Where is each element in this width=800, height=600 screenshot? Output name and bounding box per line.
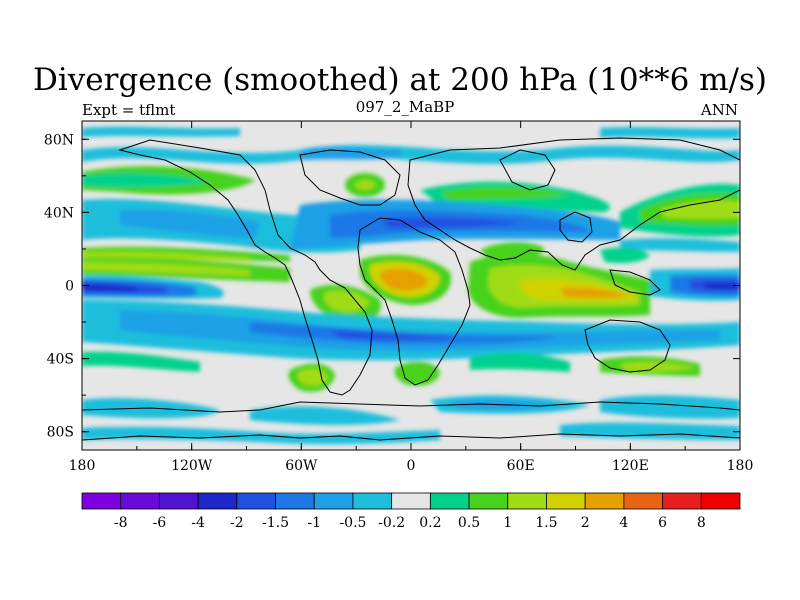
color-bar-box [275, 492, 315, 510]
color-bar-label: 1.5 [535, 515, 557, 531]
color-bar-box [662, 492, 702, 510]
color-bar-label: 6 [658, 515, 667, 531]
experiment-label: Expt = tflmt [82, 101, 176, 119]
y-tick-label: 40N [44, 205, 74, 221]
color-bar-box [429, 492, 470, 510]
y-axis-labels: 80N 40N 0 40S 80S [44, 132, 74, 440]
y-tick-label: 0 [65, 279, 74, 295]
color-bar-box [623, 492, 663, 510]
color-bar-box [352, 492, 393, 510]
y-tick-label: 40S [47, 352, 74, 368]
color-bar-label: -8 [114, 515, 128, 531]
color-bar-box [159, 492, 199, 510]
plot-title: Divergence (smoothed) at 200 hPa (10**6 … [33, 62, 767, 98]
color-bar-box [236, 492, 276, 510]
color-bar-label: -2 [230, 515, 244, 531]
color-bar-box [507, 492, 547, 510]
x-tick-label: 60W [285, 458, 318, 474]
y-tick-label: 80S [47, 425, 74, 441]
color-bar-label: 8 [697, 515, 706, 531]
color-bar-label: 0.5 [458, 515, 480, 531]
color-bar-box [120, 492, 160, 510]
color-bar-label: -6 [153, 515, 167, 531]
x-axis-labels: 180 120W 60W 0 60E 120E 180 [69, 458, 754, 474]
color-bar-label: 1 [503, 515, 512, 531]
color-bar-box [81, 492, 122, 510]
season-label: ANN [700, 101, 738, 119]
axis-ticks [81, 121, 741, 450]
x-tick-label: 60E [507, 458, 535, 474]
color-bar-box [584, 492, 625, 510]
color-bar-label: 4 [619, 515, 628, 531]
divergence-field [82, 126, 740, 445]
x-tick-label: 180 [727, 458, 754, 474]
color-bar-label: -1 [307, 515, 321, 531]
color-bar-label: -4 [191, 515, 205, 531]
color-bar-label: 0.2 [419, 515, 441, 531]
color-bar-box [313, 492, 354, 510]
color-bar-box [546, 492, 586, 510]
color-bar-box [197, 492, 238, 510]
color-bar-box [700, 492, 741, 510]
color-bar-label: -0.5 [339, 515, 366, 531]
x-tick-label: 180 [69, 458, 96, 474]
color-bar [81, 492, 741, 510]
color-bar-label: 2 [581, 515, 590, 531]
case-label: 097_2_MaBP [355, 98, 455, 116]
color-bar-label: -1.5 [262, 515, 289, 531]
color-bar-label: -0.2 [378, 515, 405, 531]
color-bar-box [391, 492, 431, 510]
color-bar-labels: -8 -6 -4 -2 -1.5 -1 -0.5 -0.2 0.2 0.5 1 1.5 2 4 6 8 [114, 515, 706, 531]
y-tick-label: 80N [44, 132, 74, 148]
color-bar-box [468, 492, 509, 510]
x-tick-label: 120W [171, 458, 213, 474]
coastlines [82, 137, 740, 441]
x-tick-label: 120E [612, 458, 649, 474]
x-tick-label: 0 [407, 458, 416, 474]
